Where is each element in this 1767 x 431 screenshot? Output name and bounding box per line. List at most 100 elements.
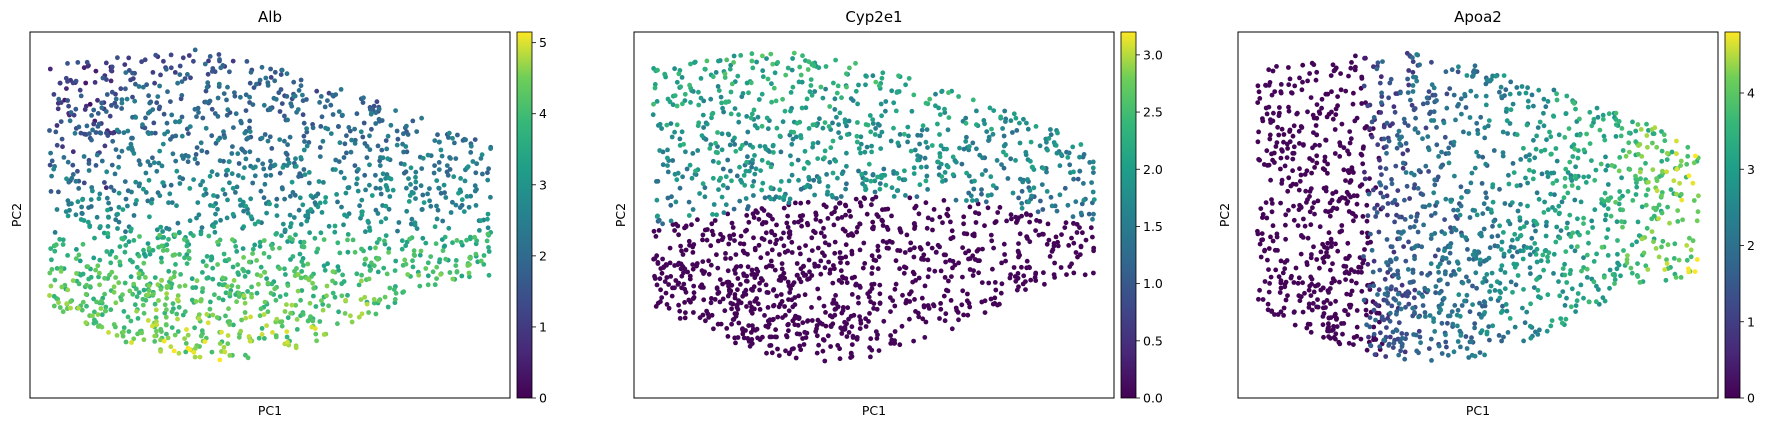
panel-3-point [1543,223,1549,229]
panel-1-point [120,207,126,213]
panel-1-point [285,239,290,244]
panel-2-point [872,189,878,195]
panel-1-point [57,236,63,242]
panel-2-point [748,115,754,121]
panel-1-point [99,298,104,304]
panel-2-point [861,195,867,201]
panel-2-point [679,273,685,279]
panel-2-point [657,276,663,282]
panel-1-point [126,329,132,334]
panel-2-point [785,248,791,254]
panel-2-point [664,122,670,128]
panel-1-point [77,87,83,93]
panel-2-colorbar-tick-label: 3.0 [1143,47,1163,62]
panel-3-point [1329,89,1334,95]
panel-3-point [1371,283,1377,289]
panel-2-point [849,324,855,330]
panel-2-point [868,354,873,360]
panel-3-point [1527,265,1533,270]
panel-1-point [300,202,306,208]
panel-3-point [1495,243,1501,249]
panel-2-point [891,194,897,199]
panel-1-point [383,216,389,222]
panel-1-point [74,247,79,252]
panel-2-point [745,154,750,160]
panel-3-point [1385,300,1391,306]
panel-3-point [1476,153,1482,159]
panel-2-point [731,60,736,65]
panel-1-point [396,220,402,225]
panel-2-point [1078,243,1084,249]
panel-1-point [428,203,434,209]
panel-3-point [1446,260,1452,265]
panel-2-point [737,198,743,204]
panel-3-point [1523,90,1529,96]
panel-1-point [373,185,379,191]
panel-2-point [744,159,749,165]
panel-1-point [150,323,155,329]
panel-3-point [1530,176,1536,182]
panel-2-point [786,308,792,314]
panel-2-point [687,273,693,279]
panel-2-point [1013,115,1019,121]
panel-1-point [283,272,288,277]
panel-1-point [330,269,336,274]
panel-2-point [945,206,951,212]
panel-2-point [823,64,829,69]
panel-1-point [287,212,293,218]
panel-1-point [195,200,201,206]
panel-1-point [279,323,285,329]
panel-2-point [1024,211,1029,217]
panel-1-point [85,264,91,270]
panel-3-point [1351,90,1356,96]
panel-3-point [1664,157,1670,163]
panel-1-point [288,193,293,199]
panel-3-point [1523,175,1528,181]
panel-2-point [923,319,929,325]
panel-3-point [1619,175,1624,181]
panel-2-point [868,336,874,342]
panel-2-point [844,334,850,339]
panel-1-point [129,340,134,345]
panel-2-point [950,154,956,160]
panel-2-point [1078,210,1084,216]
panel-1-point [189,297,195,303]
panel-2-point [710,74,716,80]
panel-3-point [1545,258,1551,264]
panel-1-point [285,315,291,321]
panel-2-point [733,148,739,154]
panel-2-point [749,111,755,117]
panel-1-point [144,82,150,88]
panel-1-point [433,241,439,247]
panel-1-point [154,328,159,334]
panel-2-point [886,245,891,251]
panel-2-point [668,121,674,126]
panel-3-point [1349,165,1355,171]
panel-2-point [725,131,731,137]
panel-1-point [101,230,107,236]
panel-1-point [183,349,189,355]
panel-2-point [741,241,747,247]
panel-1-point [48,189,54,194]
panel-3-point [1525,180,1530,186]
panel-2-point [912,147,918,153]
panel-2-point [831,297,837,303]
panel-3-point [1613,134,1619,139]
panel-3-point [1393,297,1398,303]
panel-3-point [1528,335,1534,341]
panel-1-point [285,339,290,345]
panel-2-point [719,147,725,153]
panel-1-point [109,103,114,108]
panel-1-point [385,156,391,162]
panel-1-point [93,319,99,325]
panel-1-point [191,177,197,183]
panel-2-point [831,263,836,268]
panel-1-point [481,253,487,258]
panel-2-point [847,65,852,71]
panel-1-point [312,235,318,241]
panel-2-point [1010,190,1016,196]
panel-3-point [1455,69,1461,75]
panel-2-point [723,99,729,105]
panel-1-point [234,299,240,305]
panel-1-point [381,265,387,271]
